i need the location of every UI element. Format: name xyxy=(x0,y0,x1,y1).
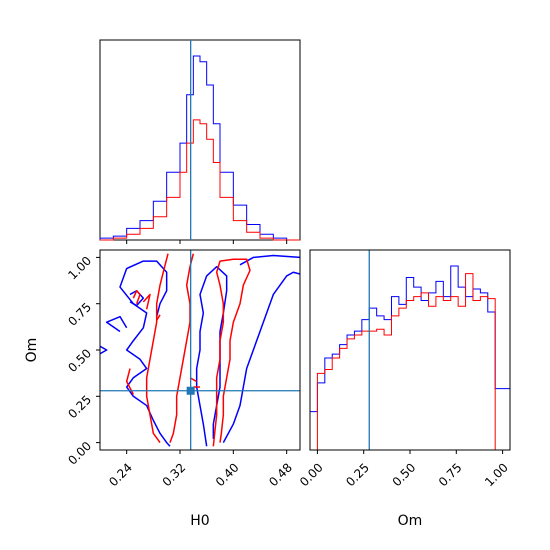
truth-marker xyxy=(186,386,195,395)
contour-red-1 xyxy=(142,293,151,310)
contour-red-4 xyxy=(145,253,169,444)
contour-blue-5 xyxy=(222,271,300,443)
contour-blue-1 xyxy=(105,315,128,333)
ytick-label-om-0: 0.00 xyxy=(65,439,94,468)
contour-panel: 0.24 0.32 0.40 0.48 0.00 0.25 0.50 0.75 1.00 xyxy=(65,249,301,489)
ytick-label-om-3: 0.75 xyxy=(65,300,94,329)
ytick-label-om-2: 0.50 xyxy=(65,346,94,375)
xlabel-om: Om xyxy=(398,513,423,529)
xlabel-h0: H0 xyxy=(190,513,209,529)
hist-om-panel: 0.00 0.25 0.50 0.75 1.00 xyxy=(297,249,511,489)
ylabel-om: Om xyxy=(24,338,40,363)
hist-h0-red xyxy=(100,119,300,241)
contour-blue-6 xyxy=(239,254,300,266)
xtick-label-om-4: 1.00 xyxy=(482,460,511,489)
contour-red-5 xyxy=(169,253,195,443)
contour-red-0 xyxy=(132,289,141,304)
contour-blue-3 xyxy=(119,260,171,447)
xtick-label-om-1: 0.25 xyxy=(343,460,372,489)
xtick-label-om-0: 0.00 xyxy=(297,460,326,489)
ytick-label-om-1: 0.25 xyxy=(65,393,94,422)
xtick-label-om-3: 0.75 xyxy=(436,460,465,489)
contour-blue-0 xyxy=(100,345,108,355)
contour-red-8 xyxy=(212,258,251,447)
xtick-label-h0-1: 0.32 xyxy=(160,460,189,489)
hist-h0-panel xyxy=(99,39,301,244)
xtick-label-om-2: 0.50 xyxy=(390,460,419,489)
hist-om-red xyxy=(310,273,510,450)
ytick-label-om-4: 1.00 xyxy=(65,254,94,283)
xtick-label-h0-0: 0.24 xyxy=(106,460,135,489)
hist-h0-frame xyxy=(99,39,301,241)
xtick-label-h0-2: 0.40 xyxy=(213,460,242,489)
hist-h0-blue xyxy=(99,55,300,241)
xtick-label-h0-3: 0.48 xyxy=(266,460,295,489)
